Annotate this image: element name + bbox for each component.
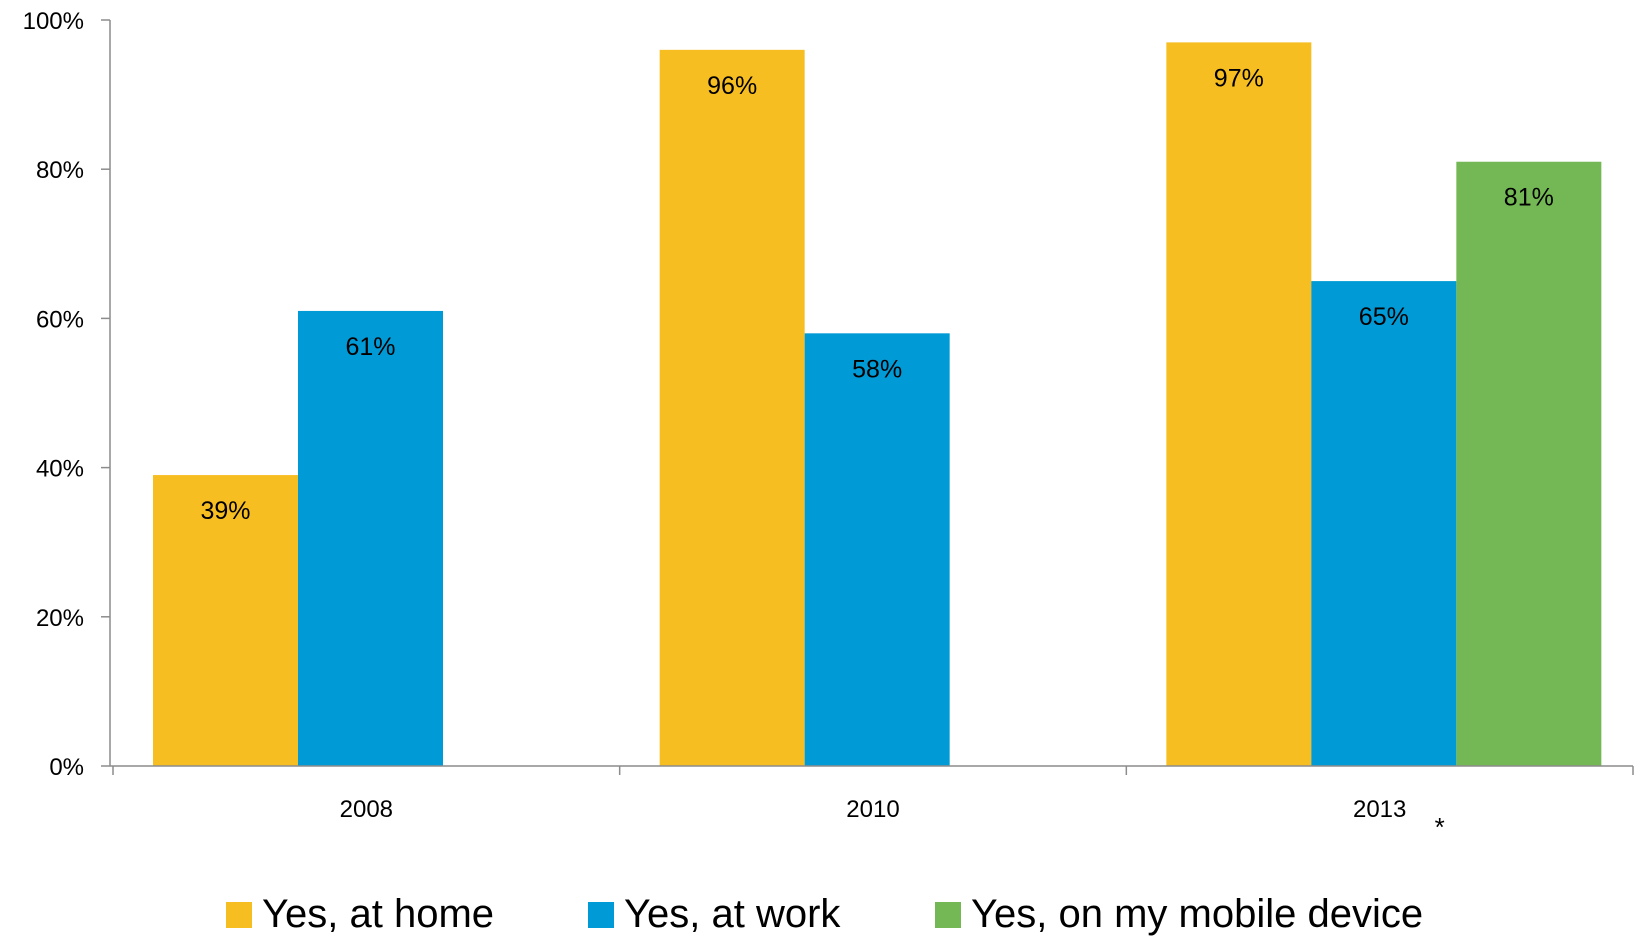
legend-swatch-yes-at-work <box>588 902 614 928</box>
legend-label-yes-at-home: Yes, at home <box>262 892 494 936</box>
bar-2013-yes-at-home <box>1166 42 1312 766</box>
data-labels-layer: 39% 61% 96% 58% 97% 65% 81% <box>200 64 1553 525</box>
x-category-label-2013: 2013 <box>1353 796 1406 823</box>
bar-2013-yes-at-work <box>1311 281 1457 766</box>
legend-label-yes-on-my-mobile-device: Yes, on my mobile device <box>971 892 1423 936</box>
data-label-2013-yes-on-my-mobile-device: 81% <box>1504 184 1554 212</box>
bars-layer <box>153 42 1602 767</box>
data-label-2013-yes-at-home: 97% <box>1214 64 1264 92</box>
y-tick-label: 20% <box>36 605 84 632</box>
x-category-label-2010: 2010 <box>846 796 899 823</box>
bar-2010-yes-at-work <box>804 333 950 766</box>
footnote-marker: * <box>1435 812 1445 842</box>
legend: Yes, at home Yes, at work Yes, on my mobil… <box>226 892 1423 936</box>
bar-2008-yes-at-work <box>298 310 443 766</box>
data-label-2010-yes-at-home: 96% <box>707 72 757 100</box>
y-tick-label: 80% <box>36 157 84 184</box>
data-label-2010-yes-at-work: 58% <box>852 355 902 383</box>
legend-swatch-yes-at-home <box>226 902 252 928</box>
x-category-label-2008: 2008 <box>340 796 393 823</box>
data-label-2013-yes-at-work: 65% <box>1359 303 1409 331</box>
legend-swatch-yes-on-my-mobile-device <box>935 902 961 928</box>
y-tick-label: 40% <box>36 456 84 483</box>
data-label-2008-yes-at-home: 39% <box>200 497 250 525</box>
axes-layer: 0% 20% 40% 60% 80% 100% 2008 2010 2013 * <box>23 8 1634 842</box>
y-tick-label: 60% <box>36 306 84 333</box>
y-tick-label: 0% <box>49 754 84 781</box>
bar-2013-yes-on-my-mobile-device <box>1456 161 1602 767</box>
bar-2010-yes-at-home <box>659 49 805 766</box>
bar-2008-yes-at-home <box>153 475 298 766</box>
y-tick-label: 100% <box>23 8 84 35</box>
data-label-2008-yes-at-work: 61% <box>345 333 395 361</box>
legend-label-yes-at-work: Yes, at work <box>624 892 841 936</box>
